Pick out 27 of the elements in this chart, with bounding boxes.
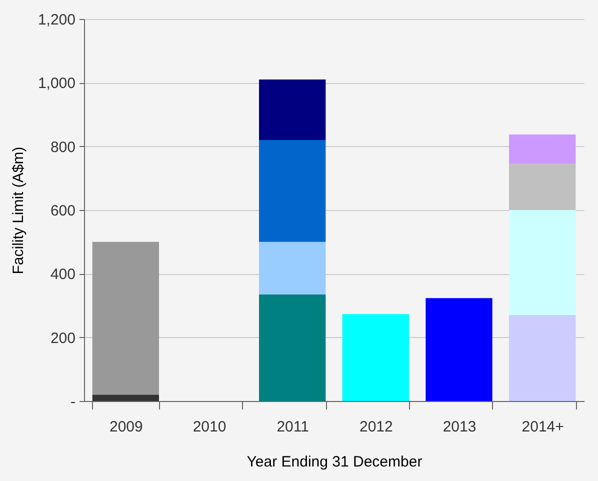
x-tick-label: 2012 xyxy=(359,418,393,436)
bar xyxy=(342,314,409,401)
bar xyxy=(259,79,326,140)
bar xyxy=(259,294,326,401)
bar xyxy=(259,242,326,294)
y-tick-label: 1,200 xyxy=(38,12,76,28)
bar xyxy=(259,140,326,242)
x-tick-label: 2014+ xyxy=(522,418,564,436)
y-tick-label: 600 xyxy=(50,202,76,220)
bar xyxy=(509,210,576,316)
x-tick-label: 2011 xyxy=(276,418,309,436)
x-tick-label: 2009 xyxy=(109,418,143,436)
x-tick-label: 2013 xyxy=(442,418,476,436)
y-axis-title: Facility Limit (A$m) xyxy=(10,146,27,274)
y-tick-label: 800 xyxy=(50,138,76,156)
y-tick-label: 1,000 xyxy=(38,75,76,92)
x-tick-label: 2010 xyxy=(192,418,226,436)
bar xyxy=(92,394,159,401)
y-tick-label: 200 xyxy=(50,330,76,347)
bar xyxy=(92,242,159,395)
y-tick-label: - xyxy=(70,394,76,410)
bar xyxy=(509,164,576,210)
y-tick-label: 400 xyxy=(50,266,76,284)
bar xyxy=(509,134,576,164)
x-axis-title: Year Ending 31 December xyxy=(246,454,422,470)
bar xyxy=(509,315,576,401)
bar xyxy=(426,298,492,401)
